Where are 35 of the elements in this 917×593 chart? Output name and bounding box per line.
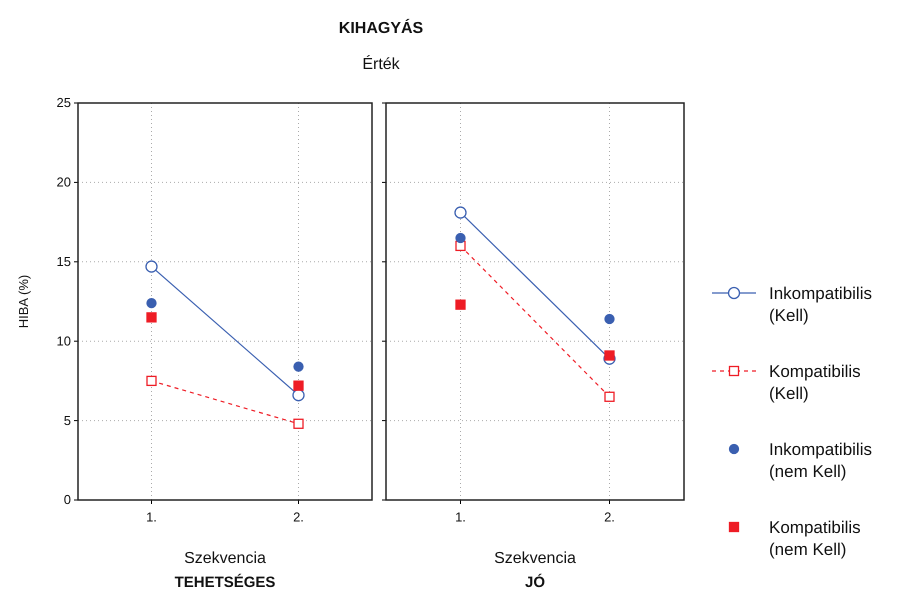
legend-label: Inkompatibilis (nem Kell) [769,440,872,481]
chart-title: KIHAGYÁS [338,18,424,37]
y-tick-label: 20 [56,174,71,190]
x-tick-label: 1. [146,509,157,524]
point [293,418,304,429]
point [604,314,615,324]
point [145,260,158,273]
y-tick-label: 5 [64,412,71,428]
y-tick-label: 15 [56,254,71,269]
y-tick-label: 10 [56,333,71,348]
point [146,312,157,323]
text: JÓ [524,573,546,591]
point [454,206,467,219]
y-axis-title: HIBA (%) [16,274,31,328]
legend-label: Kompatibilis (Kell) [769,362,861,403]
y-tick-label: 0 [64,492,71,508]
point [293,380,304,391]
point [604,392,615,402]
y-tick-label: 25 [56,95,71,110]
point [146,376,157,386]
text: TEHETSÉGES [174,573,276,591]
point [455,232,466,244]
x-axis-title: Szekvencia [494,550,576,567]
x-tick-label: 2. [293,509,304,524]
point [455,300,466,310]
legend-label: Kompatibilis (nem Kell) [769,518,861,559]
point [146,298,157,308]
point [604,350,615,361]
x-tick-label: 1. [455,509,466,524]
x-tick-label: 2. [604,509,615,524]
point [293,361,304,372]
point [292,389,305,402]
legend-label: Inkompatibilis (Kell) [769,284,872,325]
chart-subtitle: Érték [362,55,401,73]
x-axis-title: Szekvencia [184,550,266,567]
